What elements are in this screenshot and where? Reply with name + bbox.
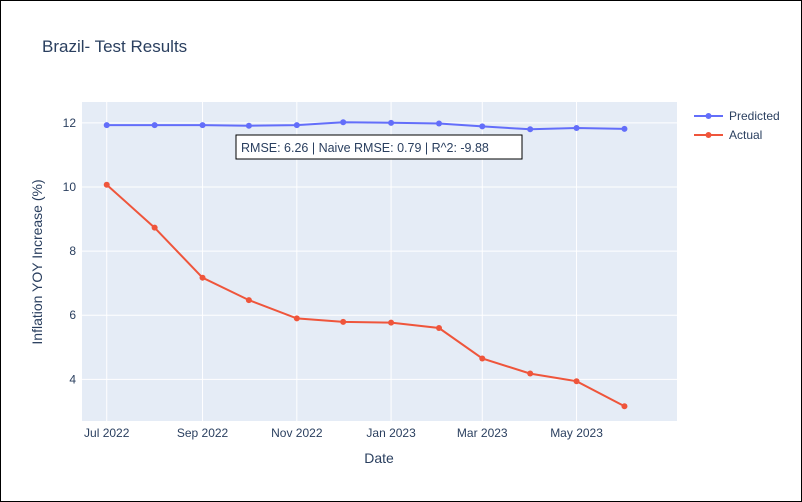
data-point[interactable] bbox=[479, 123, 486, 130]
annotation-text: RMSE: 6.26 | Naive RMSE: 0.79 | R^2: -9.… bbox=[241, 141, 489, 155]
series-layer bbox=[103, 119, 628, 410]
series-predicted bbox=[103, 119, 628, 133]
x-axis-ticks: Jul 2022 Sep 2022 Nov 2022 Jan 2023 Mar 2023… bbox=[84, 426, 603, 440]
x-axis-label: Date bbox=[364, 450, 394, 466]
data-point[interactable] bbox=[388, 119, 395, 126]
data-point[interactable] bbox=[199, 274, 206, 281]
data-point[interactable] bbox=[479, 355, 486, 362]
data-point[interactable] bbox=[388, 319, 395, 326]
series-actual bbox=[103, 181, 628, 410]
x-tick-label: Mar 2023 bbox=[457, 426, 508, 440]
x-tick-label: Jul 2022 bbox=[84, 426, 130, 440]
chart-title: Brazil- Test Results bbox=[42, 37, 187, 56]
data-point[interactable] bbox=[293, 315, 300, 322]
y-tick-label: 6 bbox=[69, 308, 76, 322]
legend-item-actual[interactable]: Actual bbox=[694, 128, 762, 142]
data-point[interactable] bbox=[436, 120, 442, 127]
data-point[interactable] bbox=[527, 126, 534, 133]
x-tick-label: Jan 2023 bbox=[366, 426, 416, 440]
legend-marker bbox=[705, 113, 712, 119]
x-tick-label: May 2023 bbox=[550, 426, 603, 440]
y-tick-label: 10 bbox=[63, 180, 77, 194]
data-point[interactable] bbox=[103, 181, 110, 188]
x-tick-label: Sep 2022 bbox=[177, 426, 229, 440]
stats-annotation: RMSE: 6.26 | Naive RMSE: 0.79 | R^2: -9.… bbox=[235, 134, 523, 160]
data-point[interactable] bbox=[621, 125, 628, 132]
data-point[interactable] bbox=[436, 325, 442, 332]
y-axis-label: Inflation YOY Increase (%) bbox=[29, 179, 45, 344]
data-point[interactable] bbox=[573, 124, 580, 131]
series-line bbox=[106, 183, 625, 408]
data-point[interactable] bbox=[199, 122, 206, 129]
data-point[interactable] bbox=[527, 370, 534, 377]
data-point[interactable] bbox=[245, 297, 252, 304]
data-point[interactable] bbox=[293, 122, 300, 129]
data-point[interactable] bbox=[621, 403, 628, 410]
annotation-box bbox=[235, 134, 523, 160]
series-line bbox=[106, 121, 625, 131]
legend-label: Predicted bbox=[729, 109, 780, 123]
legend-marker bbox=[705, 132, 712, 138]
legend-item-predicted[interactable]: Predicted bbox=[694, 109, 780, 123]
data-point[interactable] bbox=[573, 378, 580, 385]
legend[interactable]: Predicted Actual bbox=[694, 109, 780, 142]
data-point[interactable] bbox=[103, 122, 110, 129]
y-tick-label: 12 bbox=[63, 116, 77, 130]
x-tick-label: Nov 2022 bbox=[271, 426, 323, 440]
legend-label: Actual bbox=[729, 128, 762, 142]
y-tick-label: 4 bbox=[69, 372, 76, 386]
data-point[interactable] bbox=[245, 122, 252, 129]
y-axis-ticks: 4 6 8 10 12 bbox=[63, 116, 77, 386]
y-tick-label: 8 bbox=[69, 244, 76, 258]
data-point[interactable] bbox=[151, 122, 158, 129]
data-point[interactable] bbox=[151, 224, 158, 231]
data-point[interactable] bbox=[340, 119, 347, 126]
data-point[interactable] bbox=[340, 318, 347, 325]
